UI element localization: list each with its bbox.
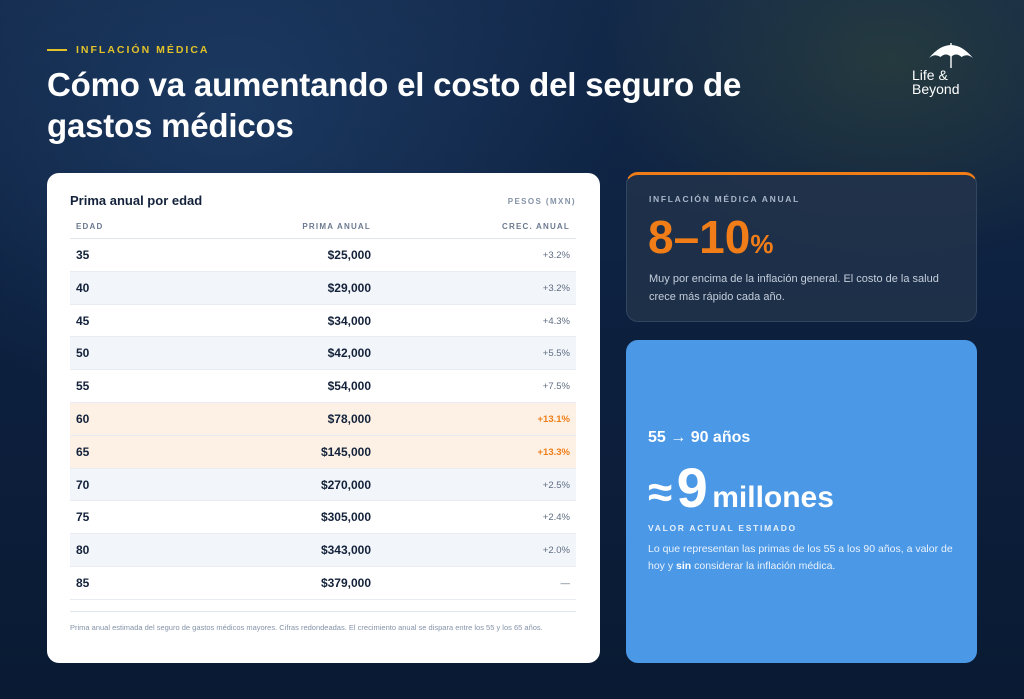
premium-cell: $305,000 xyxy=(320,510,371,525)
age-cell: 85 xyxy=(76,575,90,590)
logo-text-line2: Beyond xyxy=(912,81,960,97)
inflation-description: Muy por encima de la inflación general. … xyxy=(649,273,939,303)
age-cell: 75 xyxy=(76,510,90,525)
premium-cell: $54,000 xyxy=(327,379,371,394)
table-row: 70 $270,000 +2.5% xyxy=(70,468,576,502)
inflation-percent-sign: % xyxy=(750,229,774,259)
table-row: 55 $54,000 +7.5% xyxy=(70,370,576,403)
column-header-growth: CREC. ANUAL xyxy=(501,222,570,231)
table-row: 80 $343,000 +2.0% xyxy=(70,534,576,567)
table-row: 85 $379,000 — xyxy=(70,567,576,600)
growth-cell: +2.5% xyxy=(542,479,570,491)
growth-cell: +2.0% xyxy=(542,545,570,557)
column-header-premium: PRIMA ANUAL xyxy=(302,222,371,231)
logo-text-line1: Life & xyxy=(912,67,948,83)
premium-cell: $29,000 xyxy=(327,280,371,295)
age-cell: 55 xyxy=(76,379,90,394)
table-row: 45 $34,000 +4.3% xyxy=(70,305,576,338)
premium-cell: $145,000 xyxy=(320,444,371,459)
age-cell: 35 xyxy=(76,248,90,262)
growth-cell: — xyxy=(560,577,571,589)
inflation-card: INFLACIÓN MÉDICA ANUAL 8–10% Muy por enc… xyxy=(626,172,977,322)
premium-cell: $78,000 xyxy=(327,411,371,426)
age-range: 55 → 90 años xyxy=(648,429,751,446)
inflation-range: 8–10 xyxy=(648,211,751,263)
column-header-age: EDAD xyxy=(76,222,104,231)
age-cell: 50 xyxy=(76,346,90,361)
premium-cell: $42,000 xyxy=(327,346,371,361)
total-description: Lo que representan las primas de los 55 … xyxy=(648,541,966,575)
growth-cell: +13.3% xyxy=(537,446,571,458)
premium-cell: $379,000 xyxy=(320,575,371,590)
age-cell: 80 xyxy=(76,543,90,558)
table-title: Prima anual por edad xyxy=(70,193,203,208)
desc-emphasis: sin xyxy=(676,560,692,572)
table-row-highlighted: 65 $145,000 +13.3% xyxy=(70,435,576,469)
premium-cell: $34,000 xyxy=(327,313,371,328)
premium-cell: $25,000 xyxy=(327,248,371,262)
inflation-value: 8–10% xyxy=(648,209,773,272)
total-label: VALOR ACTUAL ESTIMADO xyxy=(648,523,797,533)
table-unit: PESOS (MXN) xyxy=(507,197,576,206)
table-row: 75 $305,000 +2.4% xyxy=(70,501,576,535)
amount-unit: millones xyxy=(712,481,834,514)
table-header: EDAD PRIMA ANUAL CREC. ANUAL xyxy=(70,217,576,239)
age-cell: 70 xyxy=(76,477,90,492)
premium-cell: $343,000 xyxy=(320,543,371,558)
eyebrow-rule xyxy=(47,49,67,51)
eyebrow-text: INFLACIÓN MÉDICA xyxy=(76,44,210,56)
table-footnote: Prima anual estimada del seguro de gasto… xyxy=(70,611,576,634)
desc-part: Lo que representan las primas de los 55 … xyxy=(648,543,953,572)
total-amount: ≈ 9 millones xyxy=(648,457,834,534)
growth-cell: +3.2% xyxy=(542,250,570,261)
premium-cell: $270,000 xyxy=(320,477,371,492)
growth-cell: +7.5% xyxy=(542,381,570,393)
age-cell: 45 xyxy=(76,313,90,328)
growth-cell: +4.3% xyxy=(542,315,570,327)
table-row: 40 $29,000 +3.2% xyxy=(70,271,576,305)
desc-part: considerar la inflación médica. xyxy=(691,560,836,572)
age-cell: 65 xyxy=(76,444,90,459)
table-row: 35 $25,000 +3.2% xyxy=(70,239,576,272)
age-cell: 60 xyxy=(76,411,90,426)
inflation-label: INFLACIÓN MÉDICA ANUAL xyxy=(649,194,801,204)
table-body: 35 $25,000 +3.2% 40 $29,000 +3.2% 45 $34… xyxy=(70,239,576,600)
growth-cell: +5.5% xyxy=(542,348,570,360)
approx-sign: ≈ xyxy=(648,468,673,517)
umbrella-icon xyxy=(929,43,973,68)
premium-table-card: Prima anual por edad PESOS (MXN) EDAD PR… xyxy=(47,173,600,663)
table-row: 50 $42,000 +5.5% xyxy=(70,337,576,371)
growth-cell: +3.2% xyxy=(542,282,570,294)
total-value-card: 55 → 90 años ≈ 9 millones VALOR ACTUAL E… xyxy=(626,340,977,663)
growth-cell: +2.4% xyxy=(542,512,570,524)
brand-logo: Life & Beyond xyxy=(910,38,980,100)
growth-cell: +13.1% xyxy=(537,413,571,425)
page-title: Cómo va aumentando el costo del seguro d… xyxy=(47,66,742,144)
table-row-highlighted: 60 $78,000 +13.1% xyxy=(70,402,576,436)
age-cell: 40 xyxy=(76,280,90,295)
eyebrow: INFLACIÓN MÉDICA xyxy=(47,44,210,56)
amount-number: 9 xyxy=(676,456,708,519)
